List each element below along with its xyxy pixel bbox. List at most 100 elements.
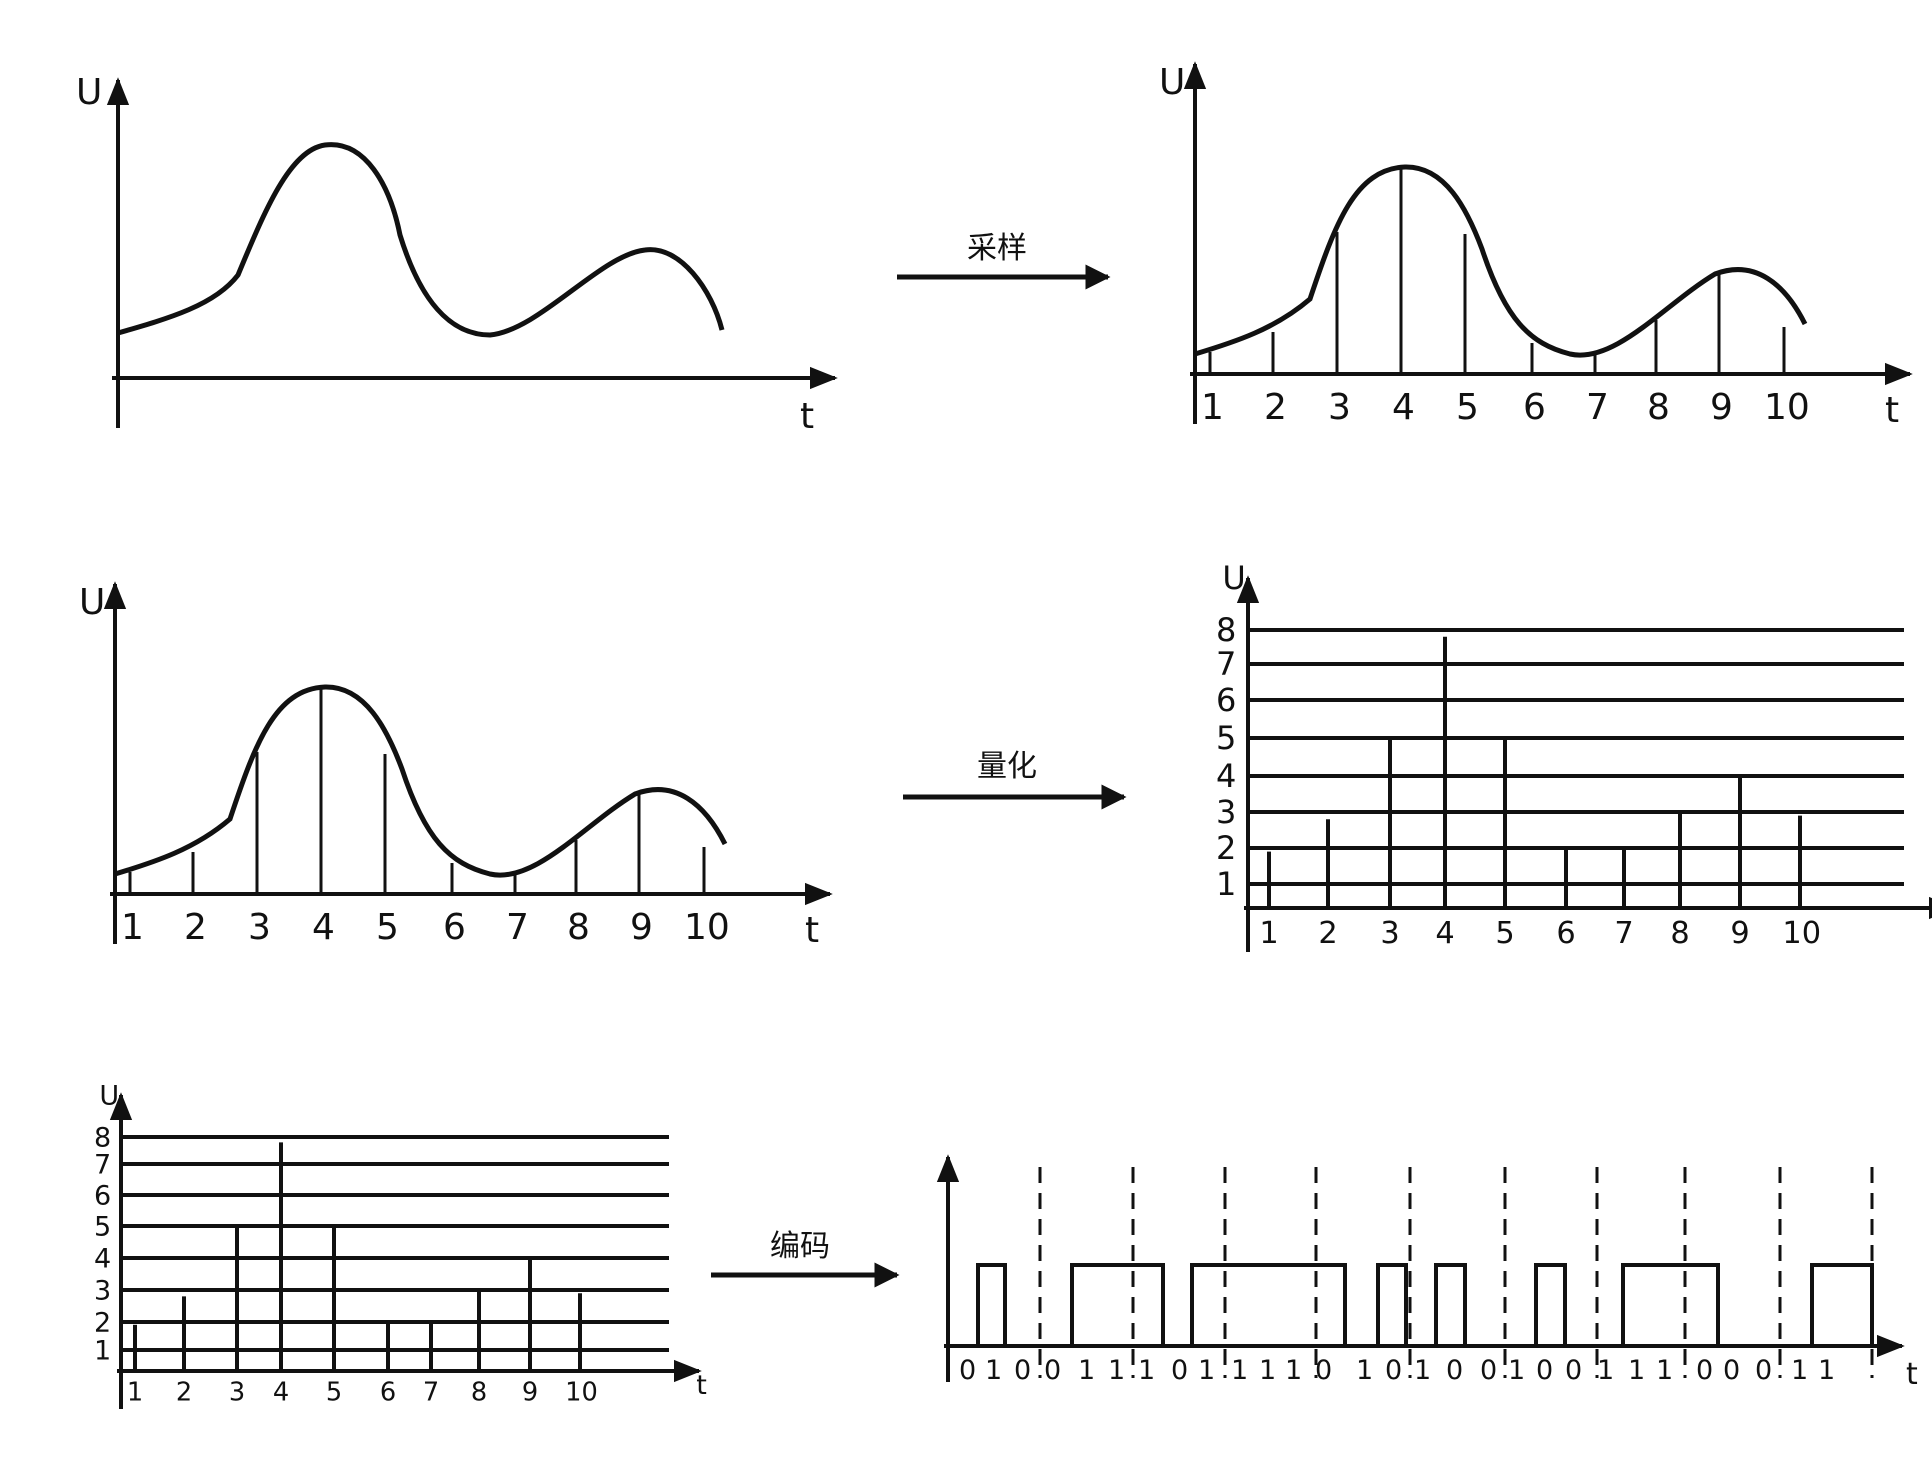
x-axis-label: t (805, 910, 819, 951)
bit-label: 0 (1696, 1355, 1713, 1386)
analog-curve (117, 142, 725, 338)
bit-label: 1 (1285, 1355, 1302, 1386)
level-label: 5 (94, 1211, 111, 1242)
level-label: 6 (1216, 681, 1236, 719)
tick-label: 8 (567, 907, 590, 948)
bit-label: 1 (1597, 1355, 1614, 1386)
level-label: 4 (94, 1243, 111, 1274)
level-label: 1 (94, 1335, 111, 1366)
bit-label: 1 (1818, 1355, 1835, 1386)
tick-label: 3 (248, 907, 271, 948)
tick-label: 4 (312, 907, 335, 948)
encoding-label: 编码 (770, 1229, 830, 1264)
level-label: 2 (94, 1307, 111, 1338)
y-axis-label: U (1159, 62, 1185, 103)
x-axis-label: t (696, 1370, 707, 1401)
tick-label: 2 (1264, 387, 1287, 428)
bit-label: 0 (1723, 1355, 1740, 1386)
level-label: 4 (1216, 757, 1236, 795)
bit-label: 0 (1014, 1355, 1031, 1386)
analog-signal-panel: U t (76, 72, 838, 437)
bit-label: 0 (1315, 1355, 1332, 1386)
level-label: 1 (1216, 865, 1236, 903)
tick-label: 5 (1456, 387, 1479, 428)
analog-curve (1194, 164, 1808, 358)
tick-label: 10 (565, 1378, 598, 1408)
bit-label: 1 (1656, 1355, 1673, 1386)
tick-label: 6 (1523, 387, 1546, 428)
sampling-label: 采样 (967, 231, 1027, 266)
encoding-step: 编码 (711, 1229, 900, 1288)
tick-label: 5 (376, 907, 399, 948)
level-label: 3 (94, 1275, 111, 1306)
tick-label: 1 (1259, 916, 1278, 951)
bit-label: 0 (1385, 1355, 1402, 1386)
bit-label: 1 (1078, 1355, 1095, 1386)
tick-label: 3 (1328, 387, 1351, 428)
bit-label: 0 (1565, 1355, 1582, 1386)
tick-label: 10 (684, 907, 730, 948)
bit-label: 0 (1536, 1355, 1553, 1386)
y-axis-label: U (1222, 559, 1245, 597)
level-label: 2 (1216, 829, 1236, 867)
tick-label: 10 (1764, 387, 1810, 428)
bit-label: 0 (1755, 1355, 1772, 1386)
bit-label: 1 (1356, 1355, 1373, 1386)
bit-label: 1 (1108, 1355, 1125, 1386)
tick-label: 2 (176, 1378, 192, 1408)
tick-label: 9 (1730, 916, 1749, 951)
bit-label: 1 (1259, 1355, 1276, 1386)
tick-label: 8 (1647, 387, 1670, 428)
quantization-label: 量化 (977, 749, 1037, 784)
analog-curve (114, 684, 728, 878)
sampled-signal-panel: Ut 1 2 3 4 5 6 7 8 9 10 (1159, 61, 1913, 431)
bit-label: 0 (1480, 1355, 1497, 1386)
tick-label: 5 (326, 1378, 342, 1408)
tick-label: 9 (1710, 387, 1733, 428)
level-label: 5 (1216, 719, 1236, 757)
bit-label: 1 (1508, 1355, 1525, 1386)
tick-label: 3 (1380, 916, 1399, 951)
tick-label: 7 (506, 907, 529, 948)
tick-label: 1 (1201, 387, 1224, 428)
level-label: 7 (94, 1149, 111, 1180)
tick-label: 10 (1782, 916, 1821, 951)
sampled-signal-panel-repeat: Ut 1 2 3 4 5 6 7 8 9 10 (79, 581, 833, 951)
bit-label: 1 (985, 1355, 1002, 1386)
level-label: 8 (1216, 611, 1236, 649)
x-axis-label: t (1885, 390, 1899, 431)
level-label: 3 (1216, 793, 1236, 831)
tick-label: 5 (1495, 916, 1514, 951)
tick-label: 9 (630, 907, 653, 948)
bit-label: 1 (1231, 1355, 1248, 1386)
y-axis-label: U (76, 72, 102, 113)
y-axis-label: U (99, 1080, 119, 1111)
bit-label: 0 (1171, 1355, 1188, 1386)
tick-label: 1 (127, 1378, 143, 1408)
bit-label: 1 (1628, 1355, 1645, 1386)
bit-label: 0 (1446, 1355, 1463, 1386)
bit-label: 1 (1414, 1355, 1431, 1386)
tick-label: 7 (1586, 387, 1609, 428)
tick-label: 9 (522, 1378, 538, 1408)
tick-label: 7 (1614, 916, 1633, 951)
tick-label: 6 (1556, 916, 1575, 951)
tick-label: 3 (229, 1378, 245, 1408)
y-axis-label: U (79, 582, 105, 623)
tick-label: 2 (184, 907, 207, 948)
tick-label: 6 (380, 1378, 396, 1408)
level-label: 6 (94, 1180, 111, 1211)
level-label: 7 (1216, 645, 1236, 683)
x-axis-label: t (1906, 1357, 1918, 1392)
tick-label: 4 (273, 1378, 289, 1408)
digital-code-panel: t0 1 0 0 1 1 1 0 1 1 1 1 0 1 0 1 0 0 1 0 0 1 1 1 0 0 0 1 1 (936, 1154, 1918, 1392)
tick-label: 8 (471, 1378, 487, 1408)
tick-label: 4 (1392, 387, 1415, 428)
tick-label: 6 (443, 907, 466, 948)
tick-label: 4 (1435, 916, 1454, 951)
x-axis-label: t (800, 396, 814, 437)
bit-label: 0 (959, 1355, 976, 1386)
